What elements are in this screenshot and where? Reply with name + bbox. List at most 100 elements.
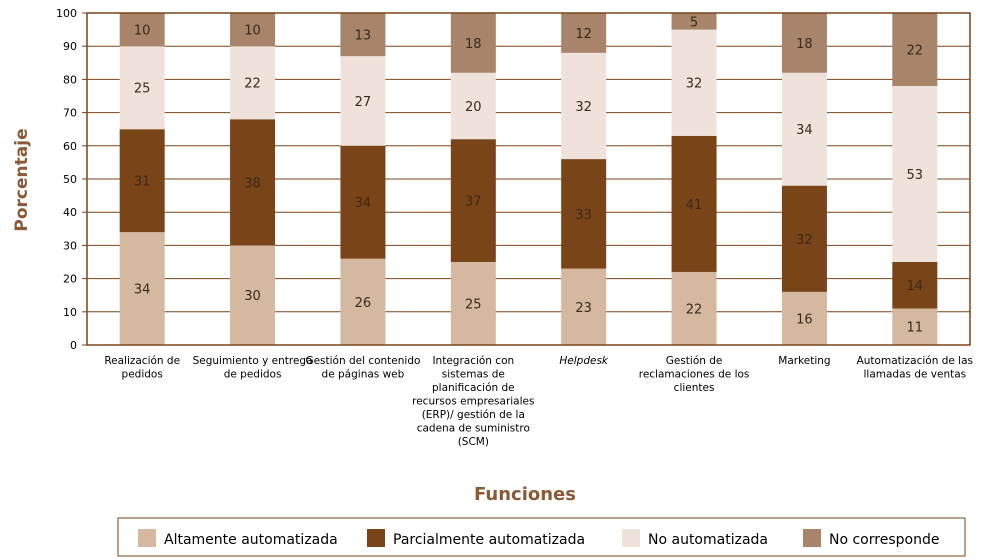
bar-segment bbox=[671, 271, 717, 345]
y-tick-label: 90 bbox=[63, 40, 77, 53]
data-label: 30 bbox=[244, 289, 261, 304]
x-tick-label: Seguimiento y entrega de pedidos bbox=[193, 355, 313, 381]
bar-segment bbox=[561, 52, 607, 160]
legend: Altamente automatizada Parcialmente autom… bbox=[117, 517, 966, 557]
y-tick-label: 60 bbox=[63, 140, 77, 153]
bar-segment bbox=[119, 129, 165, 233]
bar-segment bbox=[671, 29, 717, 136]
bar-segment bbox=[561, 159, 607, 269]
legend-label: Parcialmente automatizada bbox=[393, 532, 585, 548]
data-label: 10 bbox=[244, 24, 261, 39]
data-label: 41 bbox=[686, 198, 703, 213]
data-label: 22 bbox=[244, 77, 261, 92]
data-label: 32 bbox=[686, 77, 703, 92]
legend-item: Parcialmente automatizada bbox=[367, 529, 585, 548]
x-tick-label: Gestión del contenido de páginas web bbox=[305, 355, 420, 381]
data-label: 31 bbox=[134, 175, 151, 190]
y-tick-labels: 0 10 20 30 40 50 60 70 80 90 100 bbox=[56, 7, 77, 352]
y-tick-label: 20 bbox=[63, 273, 77, 286]
bar-segment bbox=[340, 56, 386, 146]
bar-stack: 25 37 20 18 bbox=[450, 13, 496, 345]
bar-segment bbox=[781, 13, 827, 73]
x-tick-label: Automatización de las llamadas de ventas bbox=[857, 355, 973, 381]
y-tick-label: 10 bbox=[63, 306, 77, 319]
y-axis-title: Porcentaje bbox=[12, 128, 32, 231]
legend-label: No corresponde bbox=[829, 532, 939, 548]
bar-segment bbox=[119, 13, 165, 47]
y-tick-label: 30 bbox=[63, 239, 77, 252]
bar-stack: 11 14 53 22 bbox=[892, 13, 938, 345]
data-label: 12 bbox=[575, 27, 592, 42]
data-label: 32 bbox=[575, 100, 592, 115]
y-tick-label: 70 bbox=[63, 107, 77, 120]
data-label: 22 bbox=[686, 302, 703, 317]
x-category-labels: Realización de pedidos Seguimiento y entre… bbox=[104, 355, 973, 448]
bar-segment bbox=[781, 185, 827, 292]
x-axis-title: Funciones bbox=[474, 484, 576, 505]
data-label: 25 bbox=[465, 298, 482, 313]
bar-stack: 22 41 32 5 bbox=[671, 13, 717, 345]
data-label: 34 bbox=[134, 283, 151, 298]
data-label: 5 bbox=[690, 15, 698, 30]
x-tick-label: Marketing bbox=[778, 355, 830, 367]
bar-segment bbox=[450, 13, 496, 73]
legend-box bbox=[117, 517, 966, 557]
y-tick-label: 50 bbox=[63, 173, 77, 186]
y-tick-label: 100 bbox=[56, 7, 77, 20]
bar-stack: 26 34 27 13 bbox=[340, 13, 386, 345]
legend-label: Altamente automatizada bbox=[164, 532, 338, 548]
data-label: 13 bbox=[355, 29, 372, 44]
bar-segment bbox=[230, 245, 276, 345]
bar-segment bbox=[892, 13, 938, 87]
bar-segment bbox=[340, 13, 386, 57]
data-label: 37 bbox=[465, 195, 482, 210]
plot-frame bbox=[86, 12, 971, 346]
bar-segment bbox=[340, 145, 386, 259]
legend-swatch bbox=[367, 529, 385, 547]
bar-segment bbox=[561, 13, 607, 53]
x-tick-label: Gestión de reclamaciones de los clientes bbox=[639, 355, 750, 394]
data-label: 38 bbox=[244, 176, 261, 191]
legend-label: No automatizada bbox=[648, 532, 768, 548]
bar-segment bbox=[450, 72, 496, 140]
bar-segment bbox=[781, 291, 827, 345]
legend-swatch bbox=[138, 529, 156, 547]
data-label: 16 bbox=[796, 312, 813, 327]
data-label: 32 bbox=[796, 233, 813, 248]
bar-segment bbox=[892, 86, 938, 262]
data-label: 53 bbox=[907, 168, 924, 183]
bars: 34 31 25 10 30 38 22 10 26 34 27 13 25 37 20 18 23 33 32 12… bbox=[119, 13, 938, 345]
legend-swatch bbox=[803, 529, 821, 547]
bar-segment bbox=[230, 119, 276, 246]
data-label: 34 bbox=[355, 196, 372, 211]
bar-stack: 23 33 32 12 bbox=[561, 13, 607, 345]
bar-stack: 16 32 34 18 bbox=[781, 13, 827, 345]
bar-segment bbox=[450, 262, 496, 345]
legend-item: No automatizada bbox=[622, 529, 768, 548]
data-label: 10 bbox=[134, 24, 151, 39]
bar-stack: 34 31 25 10 bbox=[119, 13, 165, 345]
y-tick-label: 0 bbox=[70, 339, 77, 352]
bar-segment bbox=[671, 13, 717, 30]
legend-item: Altamente automatizada bbox=[138, 529, 338, 548]
data-label: 20 bbox=[465, 100, 482, 115]
data-label: 11 bbox=[907, 321, 924, 336]
data-label: 27 bbox=[355, 95, 372, 110]
bar-segment bbox=[671, 135, 717, 272]
data-label: 18 bbox=[465, 37, 482, 52]
bar-segment bbox=[561, 268, 607, 345]
data-label: 14 bbox=[907, 279, 924, 294]
bar-segment bbox=[781, 72, 827, 186]
bar-segment bbox=[230, 13, 276, 47]
data-label: 22 bbox=[907, 44, 924, 59]
bar-segment bbox=[450, 139, 496, 262]
data-label: 18 bbox=[796, 37, 813, 52]
bar-segment bbox=[119, 46, 165, 130]
y-tick-label: 40 bbox=[63, 206, 77, 219]
x-tick-label: Helpdesk bbox=[559, 355, 609, 367]
bar-segment bbox=[892, 262, 938, 309]
data-label: 23 bbox=[575, 301, 592, 316]
x-tick-label: Integración con sistemas de planificación … bbox=[412, 355, 534, 448]
data-label: 33 bbox=[575, 208, 592, 223]
